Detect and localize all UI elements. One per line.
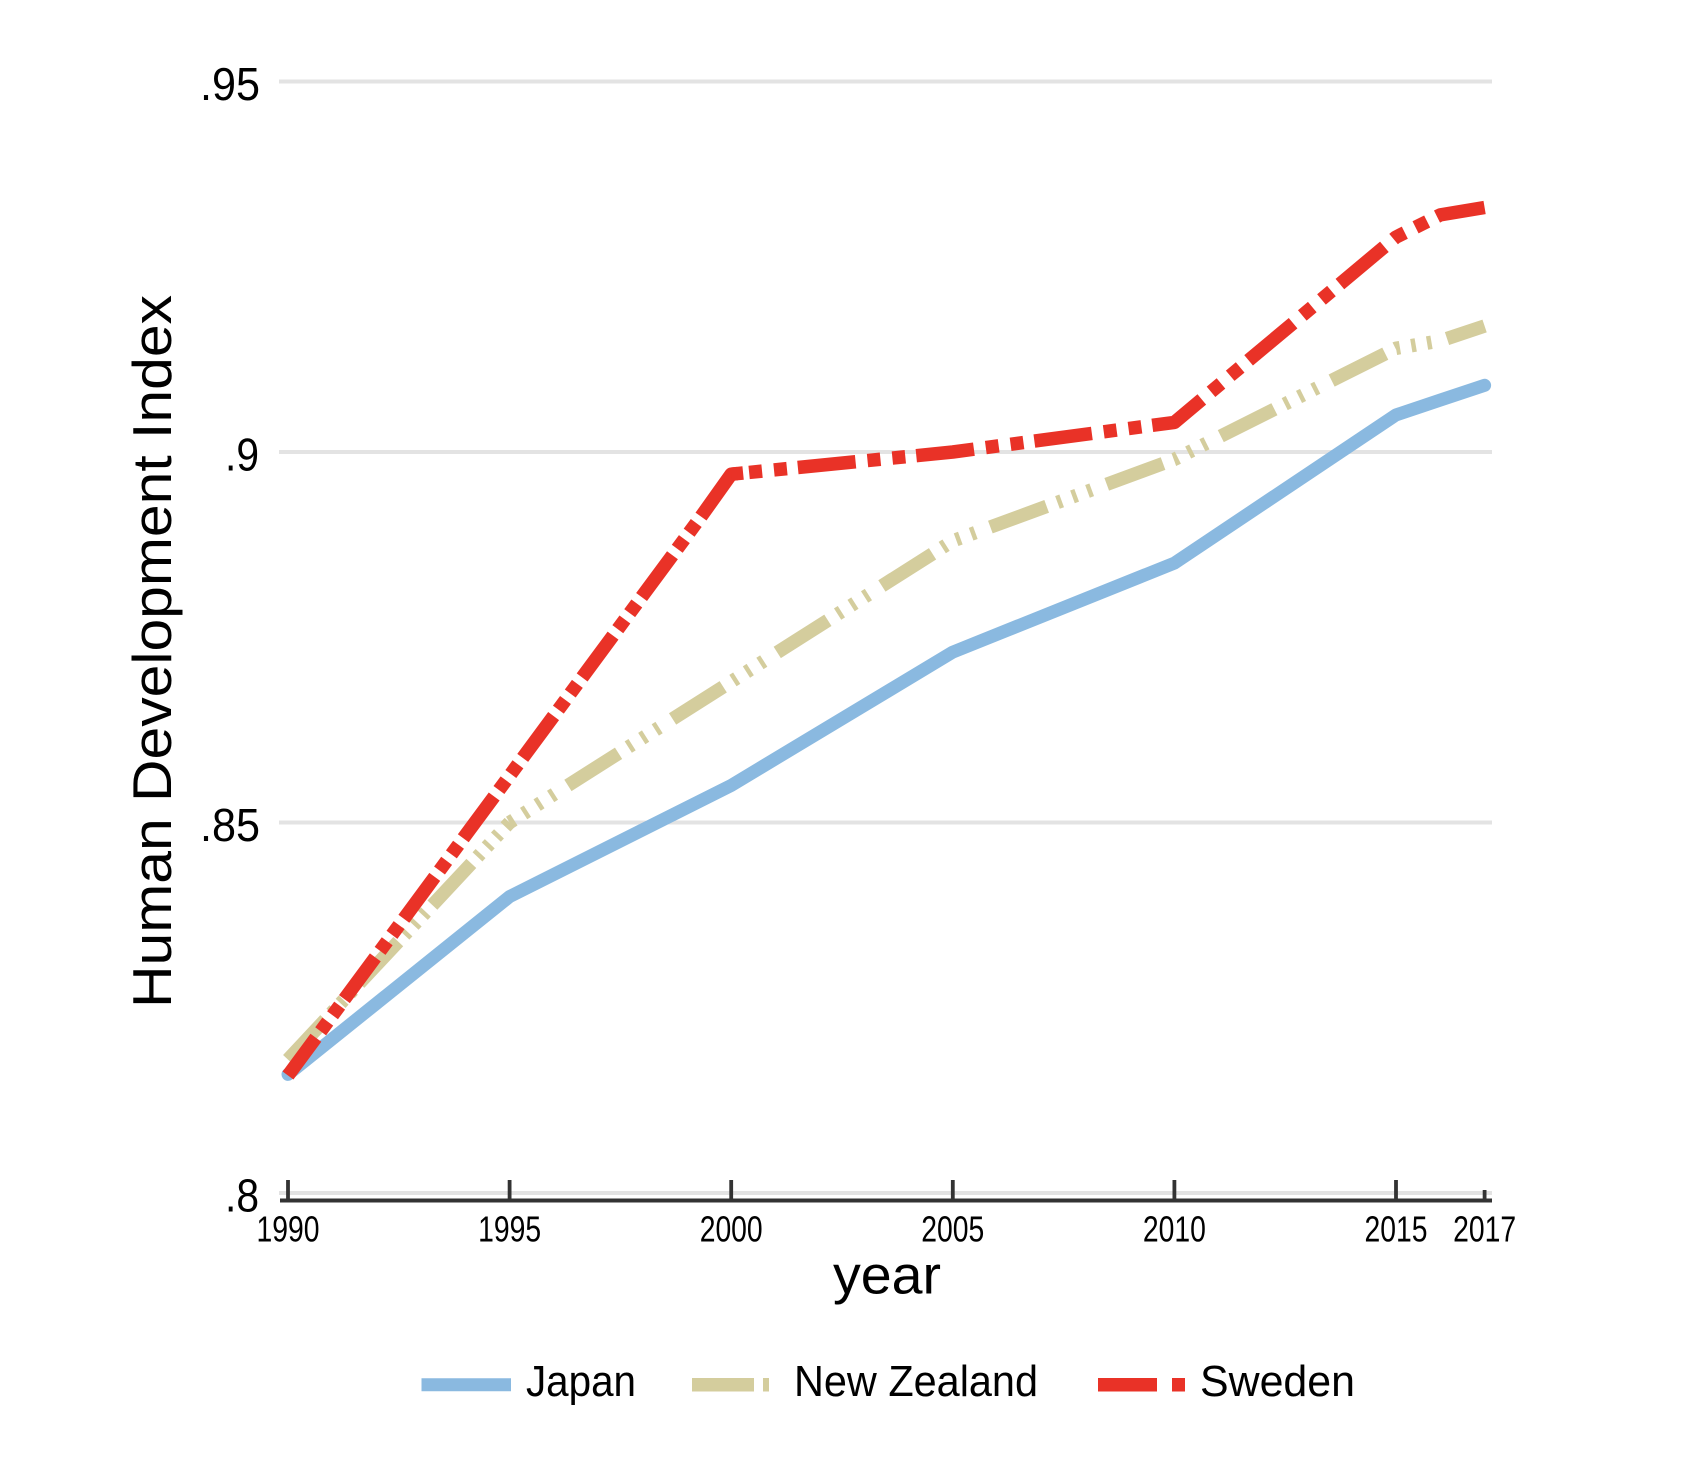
svg-text:1995: 1995 xyxy=(478,1209,541,1250)
svg-text:.85: .85 xyxy=(200,799,260,851)
svg-text:1990: 1990 xyxy=(257,1209,320,1250)
svg-text:Sweden: Sweden xyxy=(1200,1358,1355,1406)
svg-text:.95: .95 xyxy=(200,58,260,110)
svg-text:year: year xyxy=(833,1246,941,1306)
svg-text:.8: .8 xyxy=(225,1170,259,1222)
svg-text:New Zealand: New Zealand xyxy=(794,1358,1038,1406)
svg-text:2015: 2015 xyxy=(1365,1209,1428,1250)
svg-text:Human Development Index: Human Development Index xyxy=(121,295,183,1008)
svg-text:Japan: Japan xyxy=(526,1358,636,1406)
svg-text:2000: 2000 xyxy=(700,1209,763,1250)
svg-text:2017: 2017 xyxy=(1453,1209,1516,1250)
svg-text:.9: .9 xyxy=(225,429,259,481)
svg-text:2005: 2005 xyxy=(921,1209,984,1250)
svg-text:2010: 2010 xyxy=(1143,1209,1206,1250)
